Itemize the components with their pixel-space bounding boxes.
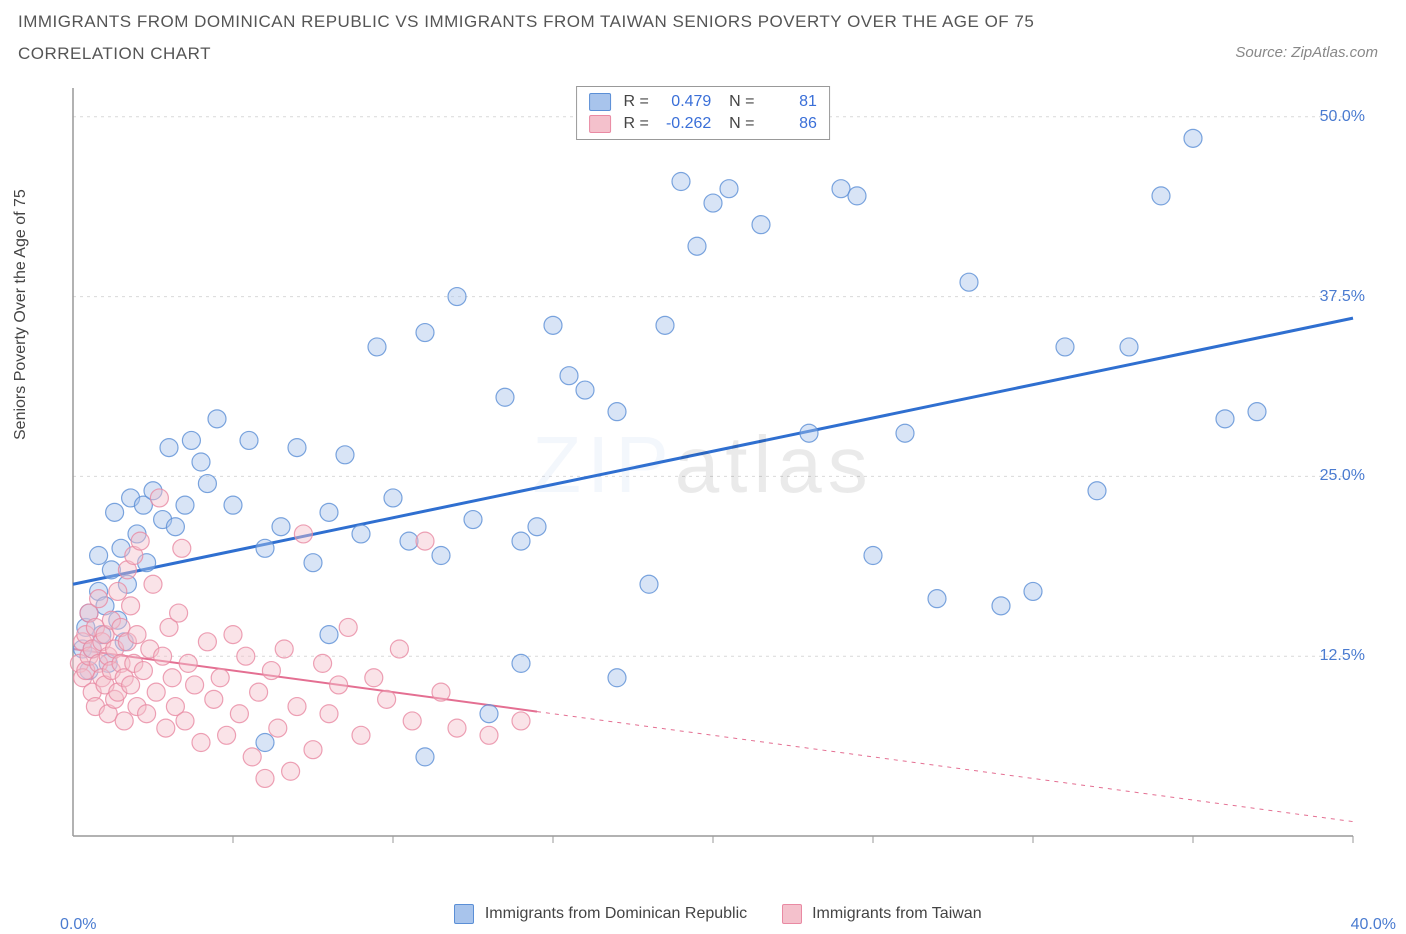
legend-label-dominican: Immigrants from Dominican Republic xyxy=(485,905,747,922)
stats-swatch-dominican xyxy=(589,93,611,111)
y-tick-label: 50.0% xyxy=(1320,108,1365,126)
stats-eq: = xyxy=(640,115,649,132)
stats-swatch-taiwan xyxy=(589,115,611,133)
legend-swatch-dominican xyxy=(454,904,474,924)
source-name: ZipAtlas.com xyxy=(1291,44,1378,61)
stats-n-value-taiwan: 86 xyxy=(759,113,817,135)
stats-row-dominican: R = 0.479 N = 81 xyxy=(589,91,817,113)
stats-r-value-dominican: 0.479 xyxy=(653,91,711,113)
y-tick-label: 12.5% xyxy=(1320,647,1365,665)
stats-n-value-dominican: 81 xyxy=(759,91,817,113)
stats-n-label: N xyxy=(729,115,741,132)
stats-r-label: R xyxy=(624,93,636,110)
correlation-chart: 12.5% 25.0% 37.5% 50.0% xyxy=(55,78,1375,868)
source-label: Source: xyxy=(1235,44,1287,61)
stats-eq: = xyxy=(745,93,754,110)
legend-label-taiwan: Immigrants from Taiwan xyxy=(812,905,982,922)
series-legend: Immigrants from Dominican Republic Immig… xyxy=(0,904,1406,924)
legend-swatch-taiwan xyxy=(782,904,802,924)
stats-row-taiwan: R = -0.262 N = 86 xyxy=(589,113,817,135)
stats-r-label: R xyxy=(624,115,636,132)
stats-eq: = xyxy=(745,115,754,132)
chart-title-line1: IMMIGRANTS FROM DOMINICAN REPUBLIC VS IM… xyxy=(18,12,1034,32)
y-axis-label: Seniors Poverty Over the Age of 75 xyxy=(12,189,30,440)
source-attribution: Source: ZipAtlas.com xyxy=(1235,44,1378,61)
correlation-stats-box: R = 0.479 N = 81 R = -0.262 N = 86 xyxy=(576,86,830,140)
y-tick-label: 37.5% xyxy=(1320,288,1365,306)
chart-title-line2: CORRELATION CHART xyxy=(18,44,211,64)
stats-r-value-taiwan: -0.262 xyxy=(653,113,711,135)
chart-svg xyxy=(55,78,1375,868)
y-tick-label: 25.0% xyxy=(1320,467,1365,485)
stats-eq: = xyxy=(640,93,649,110)
stats-n-label: N xyxy=(729,93,741,110)
